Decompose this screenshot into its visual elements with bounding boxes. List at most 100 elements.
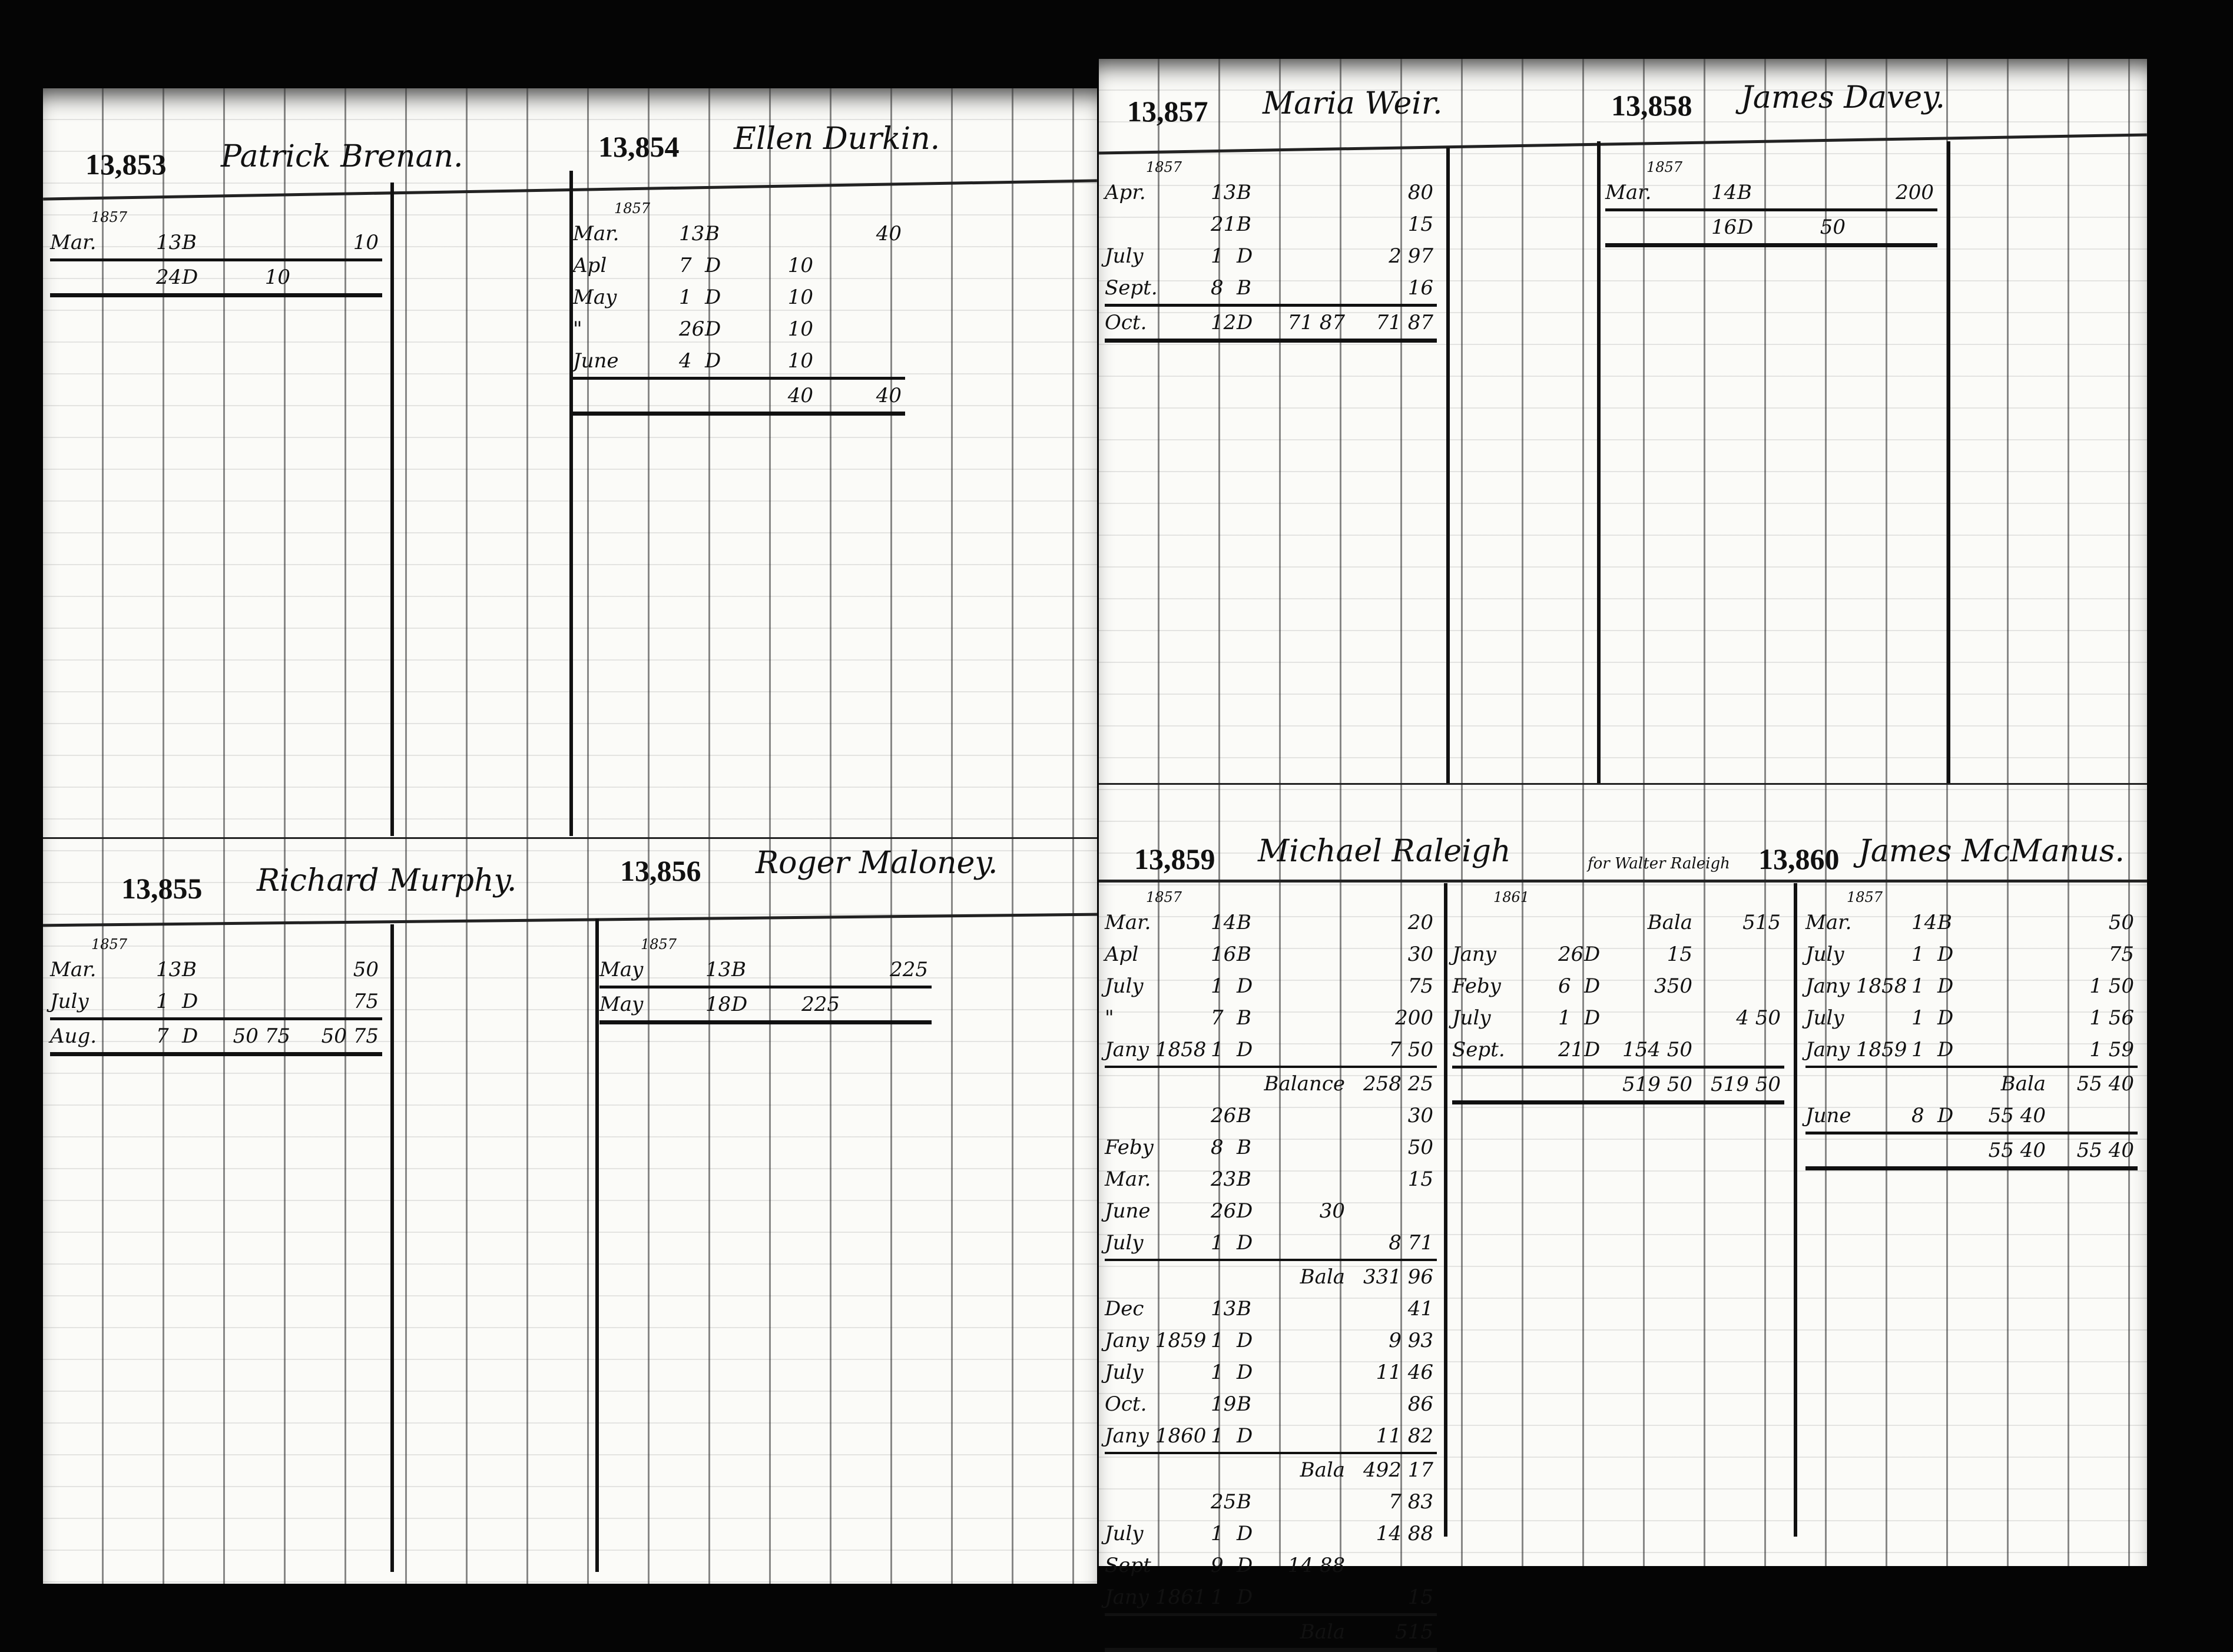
entry-day: 21	[1211, 213, 1237, 236]
ledger-row: May 1 D 10	[573, 281, 905, 313]
entry-day: 7	[156, 1024, 169, 1048]
entry-month: Jany 1858	[1105, 1038, 1207, 1061]
ledger-row: 55 40 55 40	[1805, 1132, 2138, 1170]
entry-month: Oct.	[1105, 311, 1147, 334]
ledger-row: July 1 D 75	[1105, 970, 1437, 1002]
entry-code: D	[1937, 1104, 1954, 1127]
entry-code: D	[1237, 1554, 1253, 1577]
entry-month: Mar.	[1105, 911, 1151, 934]
entry-code: D	[1237, 1199, 1253, 1223]
entry-amount-left: 154 50	[1622, 1038, 1692, 1061]
entry-month: Apl	[1105, 943, 1139, 966]
entry-day: 14	[1711, 181, 1737, 204]
ledger-row: Mar. 13 B 10	[50, 227, 382, 258]
entry-amount-right: 15	[1407, 213, 1433, 236]
header-rule	[1099, 133, 2147, 155]
entry-month: Jany 1858	[1805, 974, 1907, 998]
account-number: 13,857	[1127, 95, 1208, 128]
entry-amount-right: 40	[876, 384, 902, 407]
column-divider	[1446, 147, 1450, 783]
entry-amount-right: 7 83	[1389, 1490, 1433, 1514]
ledger-row: July 1 D 14 88	[1105, 1518, 1437, 1550]
entry-month: Feby	[1452, 974, 1501, 998]
entry-amount-left: 10	[787, 317, 813, 341]
entry-code: B	[1237, 1104, 1251, 1127]
entry-code: D	[1937, 1038, 1954, 1061]
entry-month: Jany 1860	[1105, 1424, 1207, 1448]
entry-month: June	[573, 349, 619, 373]
entry-amount-right: 11 82	[1376, 1424, 1433, 1448]
entry-amount-right: 200	[1395, 1006, 1433, 1030]
year-label: 1857	[641, 936, 677, 953]
entry-amount-left: 10	[787, 349, 813, 373]
entry-day: 1	[1211, 1585, 1224, 1609]
entry-code: B	[182, 958, 197, 981]
entry-day: 6	[1558, 974, 1571, 998]
entry-amount-right: 75	[353, 990, 379, 1013]
ledger-row: Jany 26 D 15	[1452, 938, 1784, 970]
entry-day: 1	[1911, 974, 1924, 998]
entry-day: 7	[679, 254, 692, 277]
entry-month: July	[1105, 1361, 1144, 1384]
entry-month: Mar.	[1605, 181, 1652, 204]
account-number: 13,854	[598, 130, 680, 163]
entry-code: D	[1237, 1361, 1253, 1384]
entry-amount-right: 50	[1407, 1136, 1433, 1159]
entry-code: B	[1237, 181, 1251, 204]
entry-month: Aug.	[50, 1024, 97, 1048]
ledger-row: July 1 D 2 97	[1105, 240, 1437, 272]
entry-amount-right: 15	[1407, 1585, 1433, 1609]
column-divider	[1794, 883, 1797, 1537]
entry-code: D	[1584, 943, 1601, 966]
entry-amount-right: 40	[876, 222, 902, 246]
entry-amount-right: 86	[1407, 1392, 1433, 1416]
entry-amount-left: 519 50	[1622, 1073, 1692, 1096]
account-holder-name: Roger Maloney.	[756, 845, 998, 881]
year-label: 1857	[91, 936, 128, 953]
entry-month: Dec	[1105, 1297, 1144, 1321]
entry-amount-left: 40	[787, 384, 813, 407]
entry-day: 13	[1211, 1297, 1237, 1321]
entry-code: D	[705, 349, 721, 373]
column-divider	[1444, 883, 1447, 1537]
ledger-row: Apr. 13 B 80	[1105, 177, 1437, 208]
ledger-entries: 1857 Mar. 14 B 20 Apl 16 B 30 July 1 D 7…	[1105, 889, 1437, 1652]
entry-day: 1	[679, 286, 692, 309]
account-number: 13,856	[620, 854, 701, 887]
column-divider	[390, 183, 394, 836]
entry-code: D	[705, 254, 721, 277]
entry-day: 1	[1211, 1329, 1224, 1352]
entry-day: 8	[1911, 1104, 1924, 1127]
entry-amount-right: 41	[1407, 1297, 1433, 1321]
year-label: 1857	[1146, 889, 1182, 905]
entry-month: Jany	[1452, 943, 1497, 966]
ledger-row: 25 B 7 83	[1105, 1486, 1437, 1518]
entry-code: D	[1584, 1038, 1601, 1061]
year-label: 1857	[1146, 159, 1182, 175]
account-number: 13,859	[1134, 842, 1215, 875]
entry-amount-left: 55 40	[1988, 1139, 2046, 1162]
entry-month: Jany 1859	[1805, 1038, 1907, 1061]
entry-amount-left: 50	[1820, 215, 1846, 239]
entry-day: 1	[1911, 943, 1924, 966]
entry-amount-right: 55 40	[2076, 1139, 2134, 1162]
ledger-row: Jany 1861 1 D 15	[1105, 1581, 1437, 1613]
entry-amount-right: 1 59	[2089, 1038, 2134, 1061]
entry-amount-left: Balance	[1264, 1072, 1345, 1096]
section-divider	[43, 837, 1097, 839]
entry-day: 14	[1911, 911, 1937, 934]
entry-code: D	[1237, 1231, 1253, 1255]
column-divider	[1597, 141, 1601, 783]
ledger-row: Mar. 13 B 50	[50, 954, 382, 986]
entry-code: D	[1237, 311, 1253, 334]
entry-month: May	[573, 286, 617, 309]
entry-day: 1	[1211, 244, 1224, 268]
entry-month: July	[1105, 974, 1144, 998]
ledger-row: Jany 1858 1 D 1 50	[1805, 970, 2138, 1002]
entry-amount-right: 515	[1395, 1620, 1433, 1644]
entry-amount-right: 4 50	[1736, 1006, 1781, 1030]
entry-code: D	[1584, 1006, 1601, 1030]
ledger-row: Balance 258 25	[1105, 1066, 1437, 1100]
ledger-page-right: 13,857 Maria Weir. 1857 Apr. 13 B 80 21 B …	[1099, 59, 2147, 1652]
entry-day: 1	[1211, 1361, 1224, 1384]
